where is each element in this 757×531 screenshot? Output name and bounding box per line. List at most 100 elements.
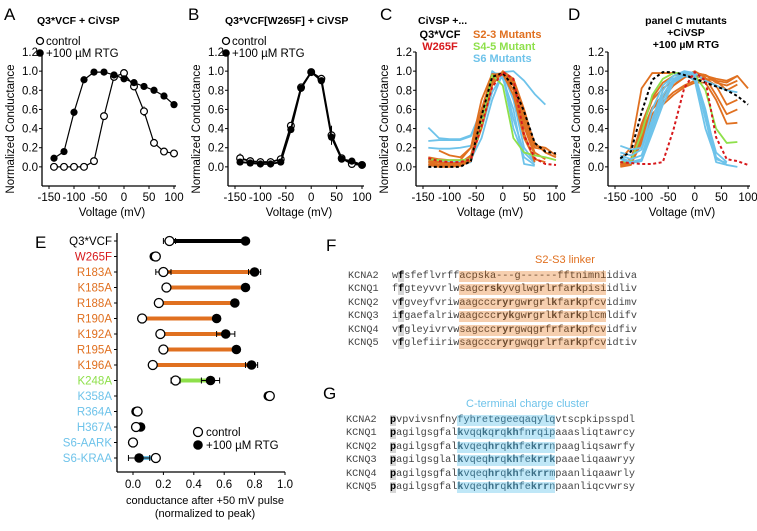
data-point-e-control	[161, 282, 172, 293]
sequence-highlight: kvqeqhrqkhfekrrn	[457, 441, 556, 453]
sequence-pre: pagilgsgfal	[390, 428, 458, 440]
sequence-post: paagliqsawrfy	[555, 441, 635, 453]
alignment-row-kcnq4: KCNQ4 pagilgsgfalkvqeqhrqkhfekrrmpaanliqa…	[346, 468, 635, 481]
x-tick-label-c: -50	[468, 192, 485, 204]
series-line-d-s23-e	[620, 81, 738, 168]
category-label-w265f: W265F	[75, 252, 112, 264]
panel-letter-c: C	[380, 5, 392, 24]
category-label-k192a: K192A	[77, 329, 112, 341]
x-tick-label-c: 50	[523, 192, 536, 204]
sequence-highlight: fyhretegeeqaqylq	[457, 415, 556, 426]
y-tick-label-b: 0.4	[208, 124, 225, 136]
legend-marker-rtg-b	[222, 49, 230, 57]
data-point-e-control	[264, 390, 275, 402]
y-tick-label-d: 0.0	[588, 162, 604, 174]
data-point-a-control	[69, 162, 78, 171]
category-label-r195a: R195A	[77, 345, 112, 357]
chart-title-d: +CiVSP	[667, 27, 705, 39]
x-tick-label-b: 100	[352, 192, 371, 204]
legend-label-s6: S6 Mutants	[473, 53, 532, 65]
y-tick-label-c: 0.0	[396, 162, 412, 174]
data-point-a-rtg	[170, 101, 178, 109]
sequence-post: paanliqcvwrsy	[555, 481, 635, 493]
chart-title-b: Q3*VCF[W265F] + CiVSP	[225, 15, 348, 27]
y-tick-label-b: 0.0	[208, 162, 224, 174]
legend-marker-control-b	[221, 36, 231, 46]
chart-title-a: Q3*VCF + CiVSP	[37, 15, 120, 27]
data-point-a-rtg	[130, 79, 138, 87]
x-tick-label-e: 0.8	[247, 479, 263, 491]
x-axis-label-a: Voltage (mV)	[79, 207, 146, 219]
series-line-d-q3-vcf	[619, 71, 749, 160]
data-point-a-rtg	[60, 147, 68, 156]
x-tick-label-e: 0.0	[125, 479, 141, 491]
sequence-post: idimv	[606, 297, 637, 309]
y-tick-label-a: 0.8	[22, 85, 38, 97]
x-tick-label-b: -150	[223, 192, 246, 204]
y-tick-label-b: 0.6	[208, 104, 224, 116]
data-point-b-rtg	[277, 158, 285, 166]
category-label-k185a: K185A	[77, 283, 112, 295]
data-point-b-rtg	[266, 160, 275, 168]
sequence-post: idiva	[606, 271, 637, 282]
alignment-f: KCNA2 wfsfeflvrffacpska---g------fftnimni…	[348, 270, 637, 350]
chart-title-d: panel C mutants	[645, 15, 727, 27]
y-tick-label-d: 0.8	[588, 85, 604, 97]
sequence-highlight: kvqeqhrqkhfekrrm	[457, 468, 556, 480]
legend-label-rtg-b: +100 µM RTG	[232, 48, 305, 60]
data-point-a-control	[89, 157, 98, 166]
x-tick-label-e: 0.6	[216, 479, 232, 491]
x-tick-label-d: -150	[603, 192, 626, 204]
category-label-k358a: K358A	[77, 391, 112, 403]
sequence-name: KCNQ4	[346, 468, 377, 480]
y-axis-label-a: Normalized Conductance	[5, 64, 17, 193]
sequence-post: paanliqaawrly	[555, 468, 635, 480]
x-tick-label-a: 50	[143, 192, 156, 204]
panel-letter-e: E	[35, 233, 46, 252]
x-tick-label-b: 50	[330, 192, 343, 204]
alignment-row-kcna2: KCNA2 wfsfeflvrffacpska---g------fftnimni…	[348, 270, 637, 283]
data-point-a-rtg	[140, 82, 148, 91]
data-point-e-control	[147, 359, 158, 371]
x-axis-label-c: Voltage (mV)	[457, 207, 524, 219]
data-point-a-rtg	[150, 86, 158, 94]
data-point-e-control	[170, 375, 181, 386]
sequence-name: KCNQ5	[348, 337, 379, 349]
sequence-pre: vfgveyfvriw	[392, 297, 460, 309]
data-point-a-control	[49, 162, 58, 171]
data-point-e-control	[158, 344, 169, 355]
data-point-e-rtg	[240, 236, 251, 246]
sequence-name: KCNQ1	[348, 284, 379, 296]
sequence-highlight: sagcccryrgwqgrlrfarkpfcv	[459, 337, 607, 349]
data-point-b-rtg	[358, 161, 366, 169]
x-tick-label-a: -100	[62, 192, 85, 204]
data-point-a-control	[160, 147, 169, 156]
sequence-name: KCNA2	[348, 271, 379, 282]
alignment-row-kcnq1: KCNQ1 pagilgsgfalkvqqkqrqkhfnrqipaaasliqt…	[346, 427, 635, 440]
category-label-r364a: R364A	[77, 407, 112, 419]
data-point-e-control	[150, 251, 161, 262]
sequence-highlight: acpska---g------fftnimni	[459, 271, 607, 282]
y-tick-label-d: 0.2	[588, 143, 604, 155]
sequence-post: aaasliqtawrcy	[555, 428, 635, 440]
legend-label-rtg-a: +100 µM RTG	[46, 48, 119, 60]
panel-letter-f: F	[326, 236, 337, 255]
data-point-e-rtg	[240, 282, 251, 293]
data-point-a-control	[140, 107, 149, 116]
sequence-name: KCNQ1	[346, 428, 377, 440]
s2-s3-linker-label: S2-S3 linker	[535, 254, 595, 266]
x-tick-label-b: 0	[308, 192, 314, 204]
category-label-s6-aark: S6-AARK	[63, 438, 113, 450]
alignment-row-kcnq3: KCNQ3 pagilgsglalkvqeqhrqkhfekrrkpaaeliqa…	[346, 454, 635, 467]
legend-marker-rtg-e	[193, 440, 203, 450]
data-point-e-rtg	[205, 375, 216, 386]
sequence-name: KCNQ5	[346, 481, 377, 493]
panel-letter-b: B	[188, 5, 199, 24]
alignment-row-kcnq2: KCNQ2 pagilgsgfalkvqeqhrqkhfekrrnpaagliqs…	[346, 441, 635, 454]
x-tick-label-e: 1.0	[277, 479, 293, 491]
x-tick-label-e: 0.4	[186, 479, 203, 491]
alignment-row-kcnq4: KCNQ4 vfgleyivrvwsagcccryrgwqgrfrfarkpfcv…	[348, 324, 637, 337]
sequence-name: KCNQ4	[348, 324, 379, 336]
alignment-row-kcnq5: KCNQ5 pagilgsgfalkvqeqhrqkhfekrrnpaanliqc…	[346, 481, 635, 494]
sequence-pre: vfgleyivrvw	[392, 324, 460, 336]
